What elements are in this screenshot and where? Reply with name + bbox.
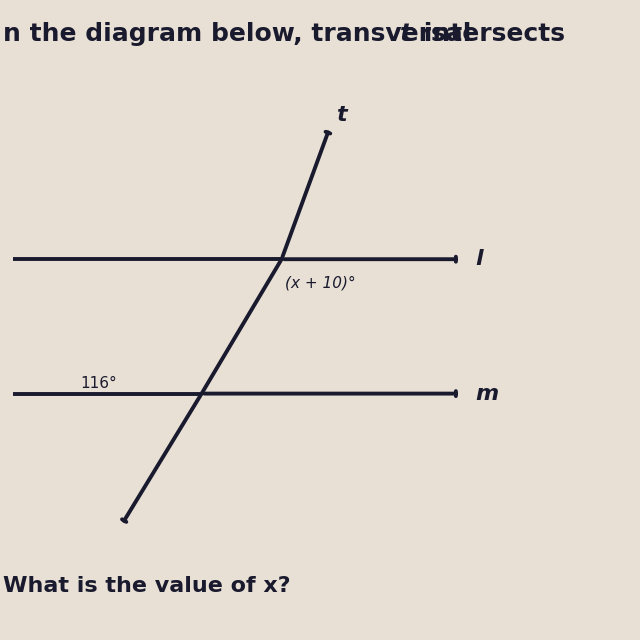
Text: t: t — [336, 105, 347, 125]
Text: t: t — [400, 22, 412, 46]
Text: l: l — [475, 249, 483, 269]
Text: (x + 10)°: (x + 10)° — [285, 275, 355, 290]
Text: 116°: 116° — [80, 376, 116, 392]
Text: n the diagram below, transversal: n the diagram below, transversal — [3, 22, 481, 46]
Text: What is the value of x?: What is the value of x? — [3, 576, 291, 596]
Text: m: m — [475, 383, 498, 404]
Text: intersects: intersects — [415, 22, 564, 46]
